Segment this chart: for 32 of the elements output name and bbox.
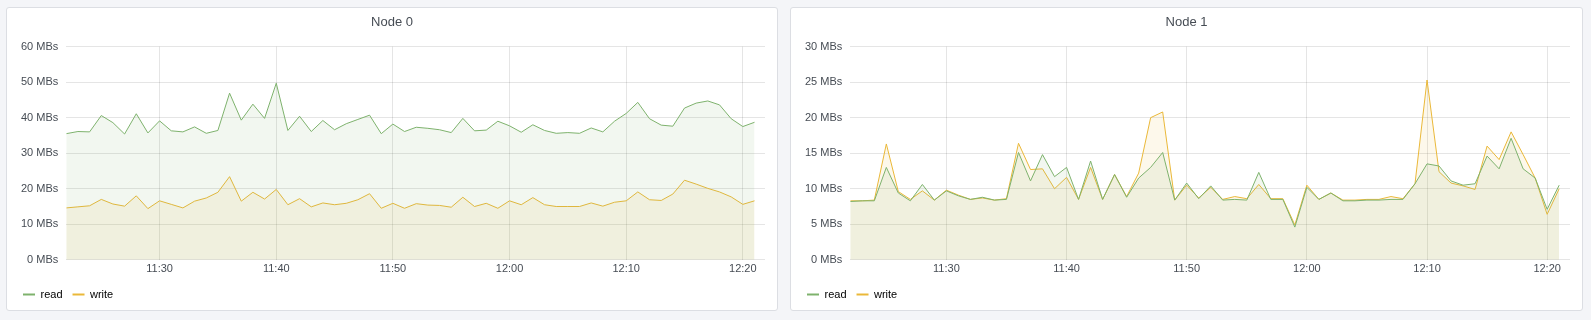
y-tick-label: 5 MBs bbox=[811, 217, 843, 230]
legend-label: write bbox=[873, 287, 898, 300]
legend-label: read bbox=[824, 287, 847, 300]
legend-label: write bbox=[89, 287, 114, 300]
y-tick-label: 30 MBs bbox=[804, 39, 843, 52]
x-tick-label: 11:40 bbox=[1053, 262, 1080, 275]
y-tick-label: 40 MBs bbox=[20, 110, 59, 123]
x-tick-label: 12:00 bbox=[1293, 262, 1321, 275]
x-tick-label: 11:50 bbox=[379, 262, 407, 275]
y-tick-label: 60 MBs bbox=[20, 39, 59, 52]
y-tick-label: 25 MBs bbox=[804, 75, 843, 88]
y-tick-label: 30 MBs bbox=[20, 146, 59, 159]
legend-label: read bbox=[40, 287, 63, 300]
y-tick-label: 15 MBs bbox=[804, 146, 843, 159]
chart-title: Node 1 bbox=[1164, 13, 1209, 31]
x-tick-label: 11:50 bbox=[1173, 262, 1201, 275]
x-tick-label: 12:20 bbox=[1533, 262, 1561, 275]
x-tick-label: 12:00 bbox=[495, 262, 524, 275]
x-tick-label: 11:30 bbox=[146, 262, 173, 275]
x-tick-label: 12:10 bbox=[1413, 262, 1441, 275]
x-tick-label: 12:20 bbox=[729, 262, 757, 275]
y-tick-label: 10 MBs bbox=[20, 217, 59, 230]
y-tick-label: 50 MBs bbox=[20, 75, 59, 88]
y-tick-label: 20 MBs bbox=[20, 181, 59, 194]
y-tick-label: 0 MBs bbox=[27, 252, 59, 265]
y-tick-label: 20 MBs bbox=[804, 110, 843, 123]
x-tick-label: 12:10 bbox=[612, 262, 640, 275]
x-tick-label: 11:30 bbox=[933, 262, 960, 275]
x-tick-label: 11:40 bbox=[262, 262, 290, 275]
chart-title: Node 0 bbox=[370, 13, 414, 31]
y-tick-label: 10 MBs bbox=[804, 181, 843, 194]
y-tick-label: 0 MBs bbox=[811, 252, 843, 265]
